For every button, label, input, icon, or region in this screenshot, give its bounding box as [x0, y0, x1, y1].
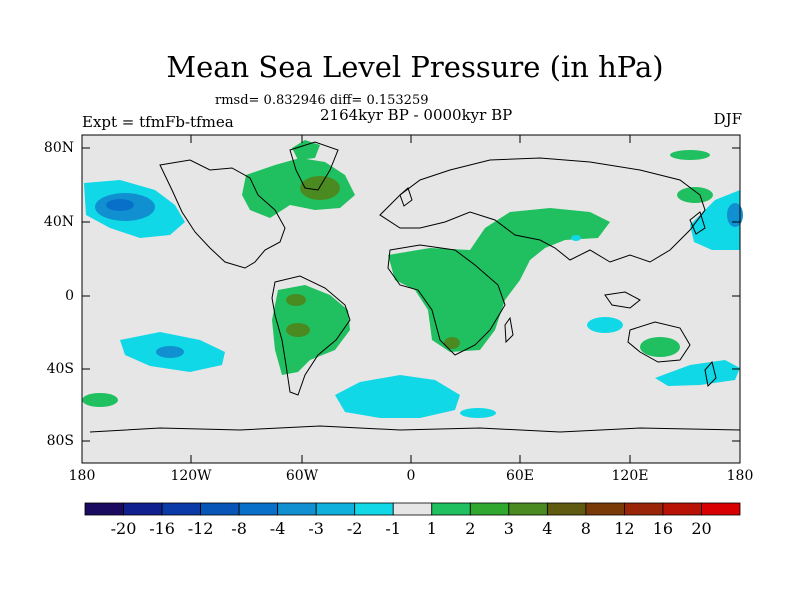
- anomaly-patch-npacific-center: [106, 199, 134, 211]
- colorbar-label: -16: [149, 519, 175, 538]
- coastlines: [89, 141, 741, 433]
- anomaly-patch-arctic: [670, 150, 710, 160]
- anomaly-patch-nw-pacific-core: [727, 203, 743, 227]
- colorbar-box: [315, 502, 356, 516]
- colorbar-label: -1: [385, 519, 401, 538]
- anomaly-patch-indian-ocean: [587, 317, 623, 333]
- stats-line: rmsd= 0.832946 diff= 0.153259: [215, 93, 429, 108]
- colorbar-box: [123, 502, 163, 516]
- anomaly-patch-greenland: [292, 140, 320, 160]
- anomaly-patch-south-america-core-a: [286, 294, 306, 306]
- coastline-south-america: [271, 275, 351, 396]
- colorbar-box: [546, 502, 587, 516]
- coastline-eurasia: [379, 157, 706, 263]
- coastline-antarctica: [89, 425, 741, 433]
- coastline-indonesia: [604, 291, 641, 309]
- coastline-australia: [627, 321, 691, 363]
- colorbar-label: 20: [691, 519, 712, 538]
- anomaly-patch-nw-pacific: [690, 190, 740, 250]
- colorbar-label: 3: [503, 519, 514, 538]
- colorbar-box: [277, 502, 317, 516]
- anomaly-patch-small-atlantic: [460, 408, 496, 418]
- lon-label-0: 0: [406, 468, 416, 484]
- colorbar-label: -8: [231, 519, 247, 538]
- lat-label-0: 0: [65, 288, 74, 304]
- lon-label-60e: 60E: [505, 468, 535, 484]
- colorbar-label: 4: [542, 519, 553, 538]
- anomaly-patch-natlantic: [242, 158, 355, 218]
- lon-label-120e: 120E: [611, 468, 649, 484]
- anomaly-patch-south-america-core-b: [286, 323, 310, 337]
- colorbar-box: [238, 502, 279, 516]
- coastline-japan: [689, 211, 706, 235]
- lon-label-60w: 60W: [285, 468, 319, 484]
- colorbar-label: 12: [614, 519, 635, 538]
- lon-label-120w: 120W: [170, 468, 212, 484]
- coastline-new-zealand: [704, 360, 717, 388]
- anomaly-patch-north-asia: [677, 187, 713, 203]
- anomaly-patch-south-atlantic-belt: [335, 375, 460, 418]
- colorbar-label: -3: [308, 519, 324, 538]
- anomaly-patch-australia: [640, 337, 680, 357]
- lon-label-180w: 180: [68, 468, 96, 484]
- colorbar-label: -2: [346, 519, 363, 538]
- coastline-greenland: [289, 141, 339, 191]
- anomaly-patch-south-pacific-core: [156, 346, 184, 358]
- colorbar: [84, 502, 741, 516]
- anomaly-patch-se-pacific: [655, 360, 740, 386]
- lat-label-80s: 80S: [46, 433, 74, 449]
- colorbar-box: [585, 502, 625, 516]
- lat-label-80n: 80N: [43, 140, 74, 156]
- lat-label-40n: 40N: [43, 214, 74, 230]
- colorbar-label: -12: [187, 519, 214, 538]
- anomaly-patch-indian-small: [571, 235, 581, 241]
- colorbar-label: 16: [652, 519, 674, 538]
- season-label: DJF: [713, 110, 742, 128]
- colorbar-box: [469, 502, 510, 516]
- colorbar-label: 1: [426, 519, 437, 538]
- coastline-madagascar: [504, 316, 514, 344]
- anomaly-patch-far-south-pacific: [82, 393, 118, 407]
- colorbar-box: [161, 502, 201, 516]
- anomaly-patch-africa-eurasia: [388, 208, 610, 352]
- map-title: Mean Sea Level Pressure (in hPa): [166, 50, 664, 84]
- colorbar-label: -20: [110, 519, 137, 538]
- anomaly-patch-south-america: [272, 285, 350, 375]
- map-ticks: [82, 135, 740, 463]
- lon-label-180e: 180: [726, 468, 754, 484]
- anomaly-patch-africa-core: [444, 337, 460, 349]
- anomaly-patch-natlantic-core: [300, 176, 340, 200]
- colorbar-label: -4: [269, 519, 286, 538]
- coastline-uk: [399, 187, 413, 207]
- colorbar-box: [508, 502, 548, 516]
- colorbar-label: 8: [580, 519, 591, 538]
- colorbar-box: [84, 502, 124, 516]
- colorbar-box: [431, 502, 471, 516]
- colorbar-box: [624, 502, 664, 516]
- lat-label-40s: 40S: [46, 361, 74, 377]
- coastline-africa: [387, 244, 506, 356]
- coastline-north-america: [159, 159, 286, 269]
- colorbar-box: [701, 502, 741, 516]
- colorbar-box: [662, 502, 702, 516]
- pressure-anomaly-layer: [82, 140, 743, 418]
- period-label: 2164kyr BP - 0000kyr BP: [320, 106, 513, 124]
- experiment-label: Expt = tfmFb-tfmea: [82, 113, 234, 131]
- colorbar-box: [392, 502, 433, 516]
- colorbar-box: [200, 502, 240, 516]
- colorbar-box: [354, 502, 394, 516]
- colorbar-label: 2: [465, 519, 476, 538]
